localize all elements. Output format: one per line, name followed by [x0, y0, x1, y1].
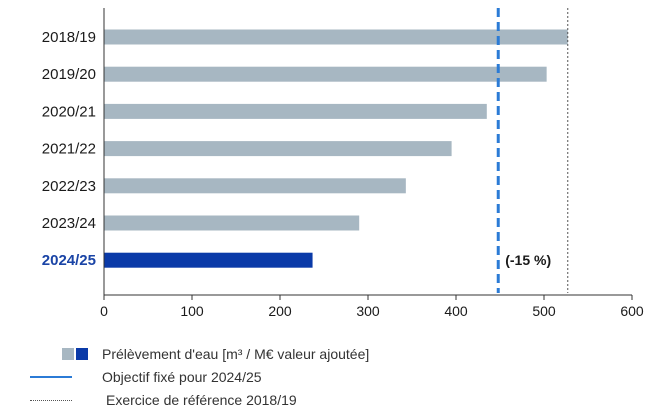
category-labels: 2018/19 2019/20 2020/21 2021/22 2022/23 2023/… [42, 29, 96, 269]
category-label: 2024/25 [42, 252, 96, 269]
x-tick-label: 600 [620, 303, 644, 319]
category-label: 2018/19 [42, 29, 96, 46]
bar-2023-24 [104, 215, 360, 231]
x-axis: 0 100 200 300 400 500 600 [100, 8, 644, 319]
bars-layer [104, 29, 568, 268]
reference-lines-layer [496, 8, 569, 293]
bar-chart: 0 100 200 300 400 500 600 2018/19 2019/20 2020/2… [42, 8, 644, 319]
bar-2019-20 [104, 66, 547, 82]
category-label: 2019/20 [42, 66, 96, 83]
bar-2020-21 [104, 103, 487, 119]
legend-label-water: Prélèvement d'eau [m³ / M€ valeur ajouté… [102, 346, 370, 362]
category-label: 2021/22 [42, 141, 96, 158]
x-tick-label: 400 [444, 303, 468, 319]
legend-label-target: Objectif fixé pour 2024/25 [102, 369, 262, 385]
x-tick-label: 200 [268, 303, 292, 319]
reduction-annotation: (-15 %) [505, 252, 551, 268]
category-label: 2020/21 [42, 103, 96, 120]
bar-2018-19 [104, 29, 568, 45]
x-tick-label: 500 [532, 303, 556, 319]
category-label: 2022/23 [42, 178, 96, 195]
legend-swatch-grey [62, 348, 74, 360]
x-tick-label: 100 [180, 303, 204, 319]
legend-item-target: Objectif fixé pour 2024/25 [30, 369, 262, 385]
annotation-layer: (-15 %) [505, 252, 551, 268]
legend: Prélèvement d'eau [m³ / M€ valeur ajouté… [0, 340, 650, 414]
category-label: 2023/24 [42, 215, 96, 232]
bar-2022-23 [104, 178, 406, 194]
x-tick-label: 0 [100, 303, 108, 319]
x-tick-label: 300 [356, 303, 380, 319]
legend-dotted-line [30, 399, 72, 401]
bar-2024-25 [104, 252, 313, 268]
legend-swatch-blue [76, 348, 88, 360]
legend-item-baseline: Exercice de référence 2018/19 [30, 392, 297, 408]
legend-solid-line [30, 376, 72, 378]
bar-2021-22 [104, 141, 452, 157]
legend-item-water: Prélèvement d'eau [m³ / M€ valeur ajouté… [62, 346, 369, 362]
legend-label-baseline: Exercice de référence 2018/19 [106, 392, 297, 408]
